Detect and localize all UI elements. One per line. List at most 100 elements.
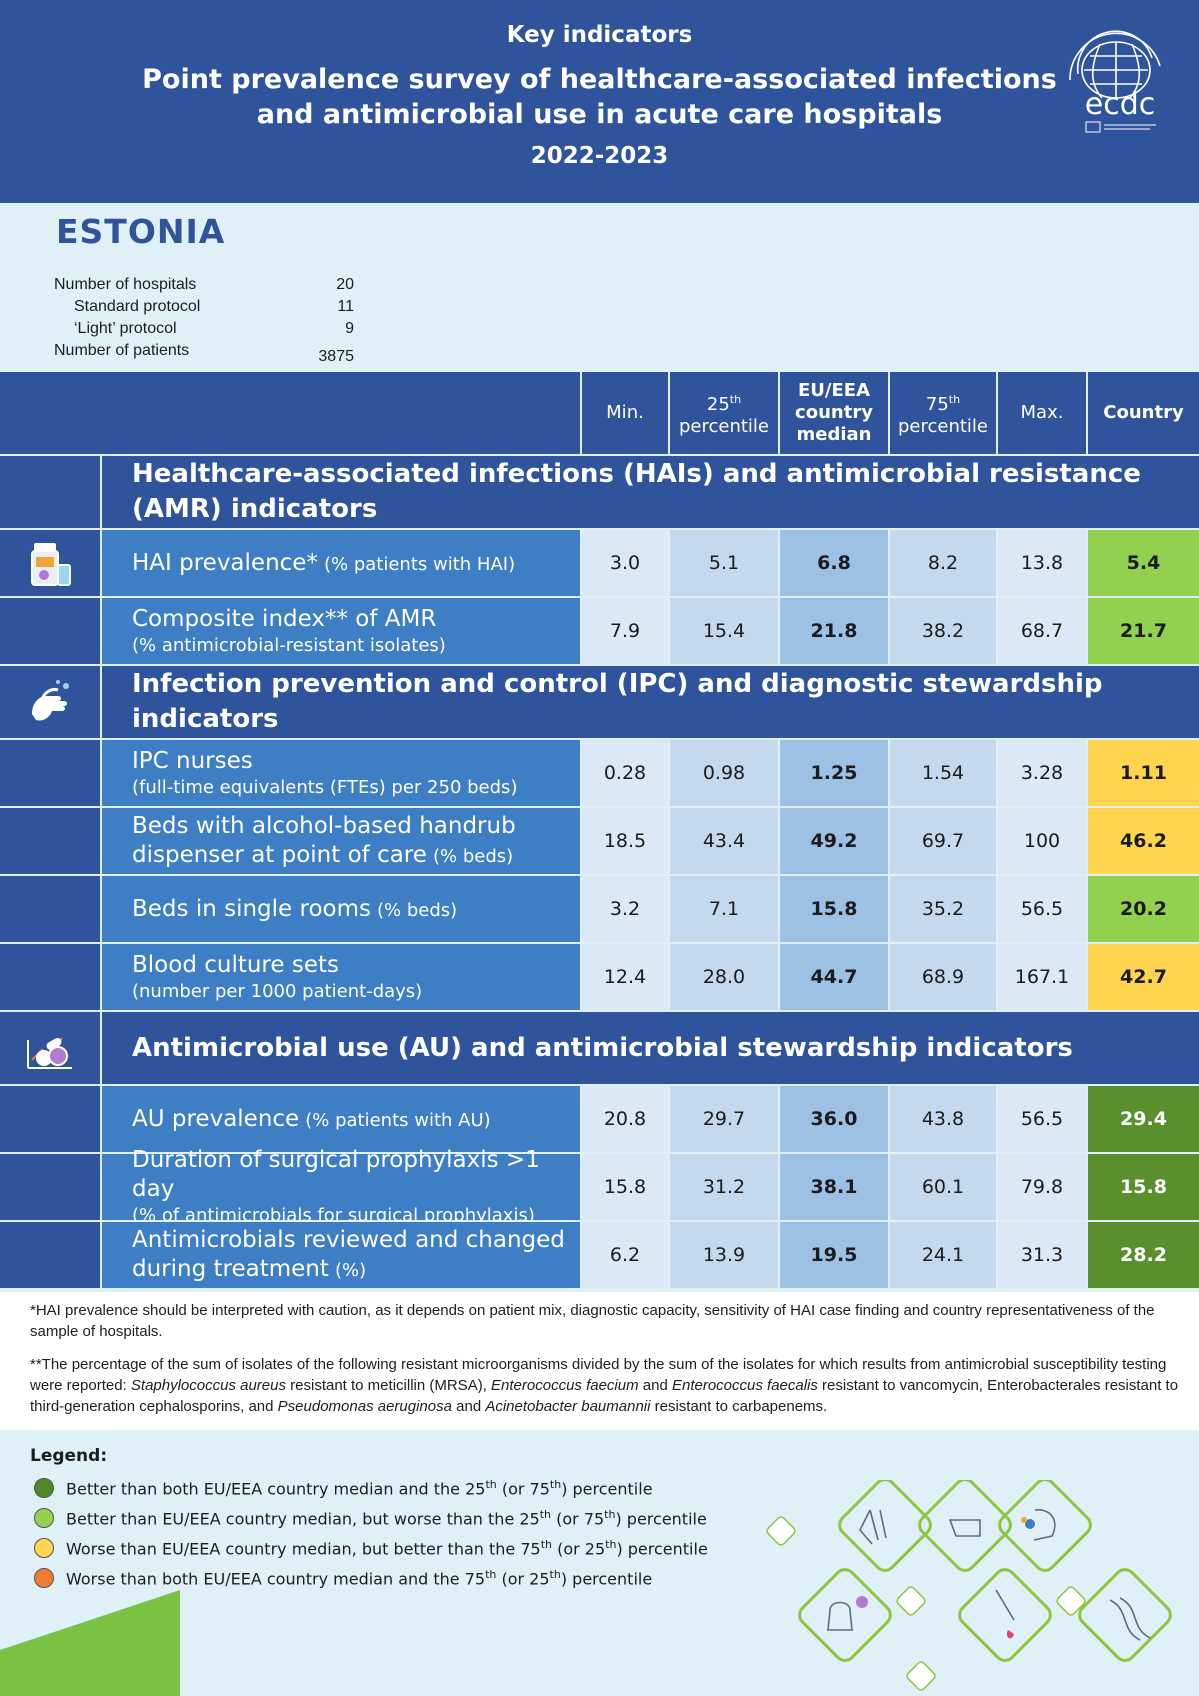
col-header-p75-num: 75 bbox=[925, 393, 949, 415]
section-title-au: Antimicrobial use (AU) and antimicrobial… bbox=[102, 1012, 1199, 1084]
value-country: 29.4 bbox=[1088, 1086, 1199, 1152]
legend-item: Worse than EU/EEA country median, but be… bbox=[34, 1536, 708, 1560]
value-country: 15.8 bbox=[1088, 1154, 1199, 1220]
value-min: 3.0 bbox=[582, 530, 668, 596]
value-p75: 35.2 bbox=[890, 876, 996, 942]
value-min: 7.9 bbox=[582, 598, 668, 664]
legend-sup: th bbox=[604, 1507, 616, 1521]
col-header-p25-num: 25 bbox=[706, 393, 730, 415]
indicator-unit: (% beds) bbox=[377, 899, 458, 921]
value-median: 36.0 bbox=[780, 1086, 888, 1152]
value-min: 12.4 bbox=[582, 944, 668, 1010]
value-p75: 69.7 bbox=[890, 808, 996, 874]
indicator-name: Blood culture sets bbox=[132, 951, 339, 978]
value-min: 0.28 bbox=[582, 740, 668, 806]
decorative-diamond-illustration bbox=[766, 1480, 1172, 1691]
value-median: 21.8 bbox=[780, 598, 888, 664]
footnote-text: **The percentage of the sum of isolates … bbox=[30, 1356, 1167, 1394]
value-p25: 15.4 bbox=[670, 598, 778, 664]
legend-sup: th bbox=[540, 1537, 552, 1551]
value-median: 1.25 bbox=[780, 740, 888, 806]
value-country: 46.2 bbox=[1088, 808, 1199, 874]
legend-text: (or 25 bbox=[496, 1569, 550, 1589]
legend-text: (or 25 bbox=[552, 1539, 606, 1559]
value-max: 100 bbox=[998, 808, 1086, 874]
legend-text: Worse than EU/EEA country median, but be… bbox=[66, 1539, 541, 1559]
value-median: 19.5 bbox=[780, 1222, 888, 1288]
header-kicker: Key indicators bbox=[506, 22, 693, 48]
header-banner: Key indicators Point prevalence survey o… bbox=[0, 0, 1199, 203]
legend-text: (or 75 bbox=[551, 1509, 605, 1529]
indicator-label: Duration of surgical prophylaxis >1 day … bbox=[102, 1147, 580, 1226]
legend-text: Better than EU/EEA country median, but w… bbox=[66, 1509, 540, 1529]
value-country: 20.2 bbox=[1088, 876, 1199, 942]
indicator-name: Beds with alcohol-based handrub bbox=[132, 813, 516, 839]
indicator-label: IPC nurses (full-time equivalents (FTEs)… bbox=[102, 740, 580, 806]
legend-dot-orange bbox=[34, 1568, 54, 1588]
legend-text: ) percentile bbox=[560, 1569, 653, 1589]
indicator-label: Composite index** of AMR (% antimicrobia… bbox=[102, 598, 580, 664]
indicator-label: AU prevalence (% patients with AU) bbox=[102, 1086, 580, 1152]
value-p25: 13.9 bbox=[670, 1222, 778, 1288]
legend-dot-dark-green bbox=[34, 1478, 54, 1498]
col-header-median: EU/EEA country median bbox=[780, 372, 888, 454]
value-min: 15.8 bbox=[582, 1154, 668, 1220]
value-min: 20.8 bbox=[582, 1086, 668, 1152]
col-header-p75-word: percentile bbox=[897, 415, 989, 437]
indicator-label: Beds with alcohol-based handrub dispense… bbox=[102, 808, 580, 874]
handwash-icon bbox=[0, 666, 100, 738]
value-max: 56.5 bbox=[998, 876, 1086, 942]
value-country: 1.11 bbox=[1088, 740, 1199, 806]
value-p75: 60.1 bbox=[890, 1154, 996, 1220]
section-title-hai: Healthcare-associated infections (HAIs) … bbox=[102, 456, 1199, 528]
value-p75: 68.9 bbox=[890, 944, 996, 1010]
legend-text: Worse than both EU/EEA country median an… bbox=[66, 1569, 486, 1589]
value-max: 79.8 bbox=[998, 1154, 1086, 1220]
indicator-name: Composite index** of AMR bbox=[132, 605, 437, 632]
stat-label: Standard protocol bbox=[74, 298, 201, 315]
row-icon-blank bbox=[0, 1086, 100, 1152]
indicator-unit: (%) bbox=[334, 1260, 367, 1281]
row-icon-blank bbox=[0, 876, 100, 942]
footnote-text: resistant to meticillin (MRSA), bbox=[285, 1377, 492, 1394]
value-p75: 38.2 bbox=[890, 598, 996, 664]
legend-text: (or 75 bbox=[496, 1479, 550, 1499]
value-p25: 0.98 bbox=[670, 740, 778, 806]
footnote-text: resistant to carbapenems. bbox=[650, 1398, 828, 1415]
indicator-label: Blood culture sets (number per 1000 pati… bbox=[102, 944, 580, 1010]
col-header-country: Country bbox=[1088, 372, 1199, 454]
legend-sup: th bbox=[539, 1507, 552, 1521]
col-header-p75-sup: th bbox=[948, 392, 961, 406]
value-median: 44.7 bbox=[780, 944, 888, 1010]
indicator-name: IPC nurses bbox=[132, 747, 253, 774]
footnotes: *HAI prevalence should be interpreted wi… bbox=[30, 1300, 1180, 1417]
country-name: ESTONIA bbox=[56, 212, 226, 251]
value-median: 38.1 bbox=[780, 1154, 888, 1220]
header-years: 2022-2023 bbox=[530, 143, 669, 169]
stat-row: Standard protocol 11 bbox=[54, 298, 354, 320]
indicator-unit: (% antimicrobial-resistant isolates) bbox=[132, 634, 446, 656]
row-icon-blank bbox=[0, 808, 100, 874]
stat-value: 11 bbox=[337, 298, 354, 315]
stat-label: Number of patients bbox=[54, 342, 190, 359]
legend-item: Better than EU/EEA country median, but w… bbox=[34, 1506, 707, 1530]
legend-sup: th bbox=[549, 1567, 561, 1581]
section-title-ipc: Infection prevention and control (IPC) a… bbox=[102, 666, 1199, 738]
value-p25: 28.0 bbox=[670, 944, 778, 1010]
footnote-amr: **The percentage of the sum of isolates … bbox=[30, 1354, 1180, 1417]
stat-label: Number of hospitals bbox=[54, 276, 197, 293]
value-median: 6.8 bbox=[780, 530, 888, 596]
value-max: 68.7 bbox=[998, 598, 1086, 664]
stat-value: 20 bbox=[336, 276, 354, 293]
indicator-unit: (number per 1000 patient-days) bbox=[132, 980, 423, 1002]
col-header-p25-word: percentile bbox=[678, 415, 770, 437]
indicator-unit: (% patients with HAI) bbox=[324, 553, 516, 575]
col-header-min: Min. bbox=[582, 372, 668, 454]
value-max: 56.5 bbox=[998, 1086, 1086, 1152]
value-max: 13.8 bbox=[998, 530, 1086, 596]
header-title-line1: Point prevalence survey of healthcare-as… bbox=[142, 64, 1057, 95]
footnote-text: and bbox=[451, 1398, 486, 1415]
value-min: 3.2 bbox=[582, 876, 668, 942]
indicator-name: AU prevalence bbox=[132, 1105, 300, 1132]
footnote-organism: Acinetobacter baumannii bbox=[485, 1398, 651, 1415]
